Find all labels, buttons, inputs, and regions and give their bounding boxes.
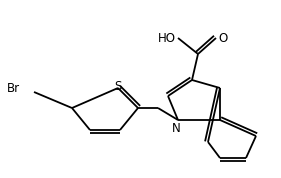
Text: O: O — [218, 32, 227, 44]
Text: N: N — [172, 122, 180, 135]
Text: Br: Br — [7, 82, 20, 95]
Text: S: S — [114, 80, 122, 93]
Text: HO: HO — [158, 32, 176, 44]
